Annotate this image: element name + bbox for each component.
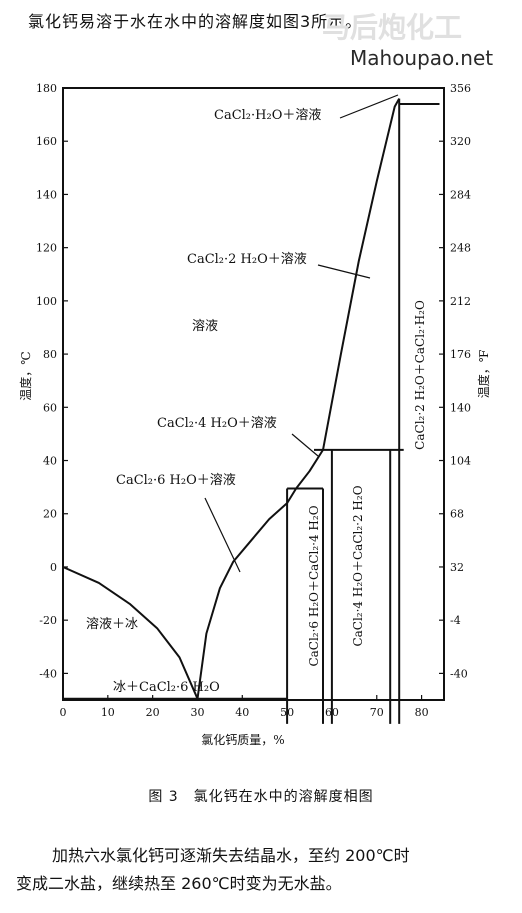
x-tick-label-0: 0 <box>60 706 67 719</box>
y-tick-label-right-4: 212 <box>450 295 471 308</box>
y-tick-label-left-3: 120 <box>36 242 57 255</box>
x-tick-label-4: 40 <box>235 706 249 719</box>
label-tetrahydrate-solution: CaCl₂·4 H₂O＋溶液 <box>157 416 277 431</box>
y-tick-label-right-5: 176 <box>450 348 471 361</box>
x-tick-label-8: 80 <box>415 706 429 719</box>
x-tick-label-2: 20 <box>146 706 160 719</box>
label-pointer-lines <box>204 94 399 573</box>
y-tick-label-left-4: 100 <box>36 295 57 308</box>
phase-diagram-chart: 0 10 20 30 40 50 60 70 8018016014012010080604020… <box>18 82 491 747</box>
label-di-mono: CaCl₂·2 H₂O＋CaCl₂·H₂O <box>413 300 427 450</box>
y-tick-label-left-5: 80 <box>43 348 57 361</box>
y-tick-label-right-10: -4 <box>450 614 461 627</box>
figure-caption: 图 3 氯化钙在水中的溶解度相图 <box>148 789 374 805</box>
y-tick-label-left-10: -20 <box>39 614 57 627</box>
watermark-url: Mahoupao.net <box>350 46 494 70</box>
y-tick-label-left-6: 60 <box>43 401 57 414</box>
x-tick-label-7: 70 <box>370 706 384 719</box>
y-tick-label-left-0: 180 <box>36 82 57 95</box>
phase-line-0 <box>62 566 199 700</box>
phase-line-1 <box>196 487 297 699</box>
body-text-line-1: 加热六水氯化钙可逐渐失去结晶水，至约 200℃时 <box>52 846 410 865</box>
label-solution: 溶液 <box>192 319 218 334</box>
y-axis-label-left: 温度，℃ <box>18 351 33 400</box>
y-tick-label-left-8: 20 <box>43 508 57 521</box>
label-ice-hexahydrate: 冰＋CaCl₂·6 H₂O <box>113 680 220 695</box>
y-tick-label-left-1: 160 <box>36 135 57 148</box>
y-tick-label-right-1: 320 <box>450 135 471 148</box>
x-axis-label: 氯化钙质量，% <box>201 733 284 747</box>
label-hexahydrate-solution: CaCl₂·6 H₂O＋溶液 <box>116 473 236 488</box>
y-tick-label-right-9: 32 <box>450 561 464 574</box>
pointer-hexahydrate <box>204 497 241 573</box>
y-axis-label-right: 温度，℉ <box>476 350 491 399</box>
plot-frame <box>62 87 445 701</box>
body-text-line-2: 变成二水盐，继续热至 260℃时变为无水盐。 <box>16 874 342 893</box>
y-tick-label-left-9: 0 <box>50 561 57 574</box>
y-tick-label-left-2: 140 <box>36 188 57 201</box>
label-dihydrate-solution: CaCl₂·2 H₂O＋溶液 <box>187 252 307 267</box>
y-tick-label-right-8: 68 <box>450 508 464 521</box>
header: 氯化钙易溶于水在水中的溶解度如图3所示。 马后炮化工 Mahoupao.net <box>0 0 522 80</box>
watermark-logo: 马后炮化工 <box>322 11 463 44</box>
phase-line-3 <box>322 98 401 451</box>
y-tick-label-right-0: 356 <box>450 82 471 95</box>
pointer-dihydrate <box>317 264 371 279</box>
label-solution-ice: 溶液＋冰 <box>86 617 138 632</box>
label-hexa-tetra: CaCl₂·6 H₂O＋CaCl₂·4 H₂O <box>307 505 321 666</box>
pointer-tetrahydrate <box>291 433 319 457</box>
y-tick-label-right-2: 284 <box>450 188 471 201</box>
phase-line-2 <box>295 449 324 490</box>
label-tetra-di: CaCl₂·4 H₂O＋CaCl₂·2 H₂O <box>351 485 365 646</box>
label-monohydrate-solution: CaCl₂·H₂O＋溶液 <box>214 108 321 123</box>
pointer-monohydrate <box>339 94 399 119</box>
y-tick-label-left-7: 40 <box>43 455 57 468</box>
y-tick-label-right-3: 248 <box>450 242 471 255</box>
y-tick-label-right-7: 104 <box>450 455 471 468</box>
body-text: 加热六水氯化钙可逐渐失去结晶水，至约 200℃时 变成二水盐，继续热至 260℃… <box>16 842 516 898</box>
y-tick-label-left-11: -40 <box>39 667 57 680</box>
x-tick-label-3: 30 <box>190 706 204 719</box>
y-tick-label-right-6: 140 <box>450 401 471 414</box>
header-text: 氯化钙易溶于水在水中的溶解度如图3所示。 <box>28 12 363 31</box>
x-tick-label-1: 10 <box>101 706 115 719</box>
y-tick-label-right-11: -40 <box>450 667 468 680</box>
